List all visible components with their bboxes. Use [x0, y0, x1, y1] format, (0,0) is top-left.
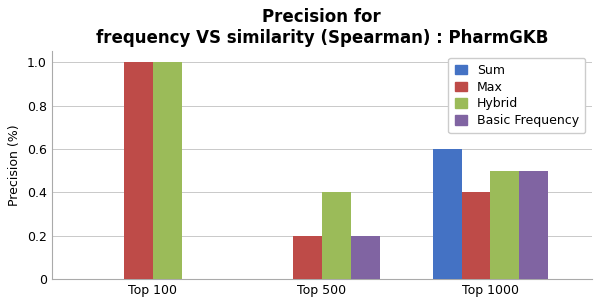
Bar: [293, 235, 322, 279]
Bar: [520, 170, 548, 279]
Title: Precision for
frequency VS similarity (Spearman) : PharmGKB: Precision for frequency VS similarity (S…: [95, 8, 548, 47]
Bar: [322, 192, 350, 279]
Bar: [153, 62, 182, 279]
Bar: [124, 62, 153, 279]
Legend: Sum, Max, Hybrid, Basic Frequency: Sum, Max, Hybrid, Basic Frequency: [448, 58, 586, 134]
Y-axis label: Precision (%): Precision (%): [8, 124, 22, 206]
Bar: [461, 192, 490, 279]
Bar: [490, 170, 520, 279]
Bar: [433, 149, 461, 279]
Bar: [350, 235, 380, 279]
